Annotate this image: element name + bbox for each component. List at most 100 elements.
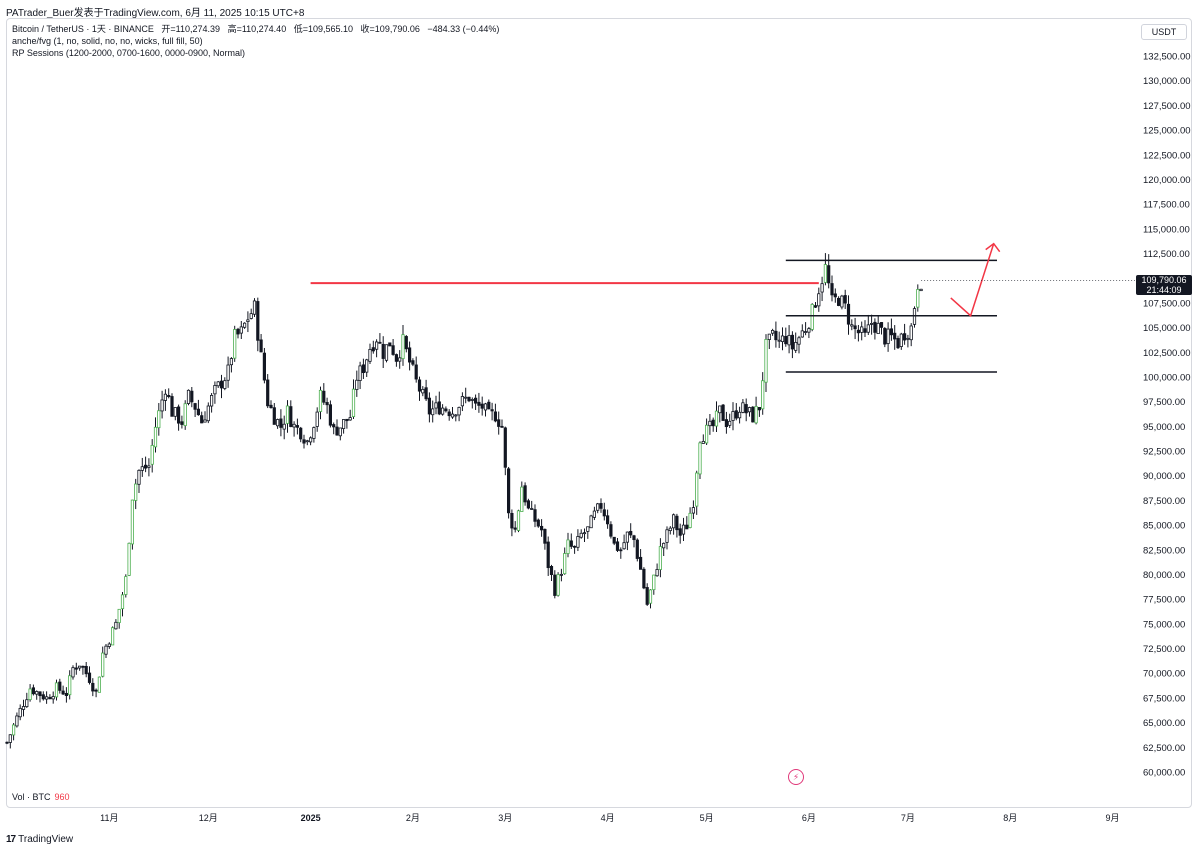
candle-body [516, 510, 521, 531]
candle-body [41, 694, 45, 700]
candle-body [906, 337, 910, 340]
x-tick-label: 2月 [406, 813, 420, 823]
candle-body [348, 417, 352, 421]
drawings-layer [310, 242, 1135, 373]
candle-body [866, 324, 870, 333]
candle-body [609, 524, 613, 537]
currency-button[interactable]: USDT [1141, 24, 1187, 40]
candle-body [266, 379, 270, 407]
candle-body [668, 527, 672, 532]
x-tick-label: 7月 [901, 813, 915, 823]
candle-body [163, 393, 167, 401]
candle-body [28, 688, 32, 701]
candle-body [549, 566, 554, 576]
candle-body [645, 587, 649, 605]
lightning-icon[interactable]: ⚡ [788, 769, 804, 785]
candle-body [903, 333, 907, 341]
indicator-rp-sessions[interactable]: RP Sessions (1200-2000, 0700-1600, 0000-… [12, 48, 245, 58]
candle-body [381, 343, 385, 359]
candle-body [437, 401, 441, 415]
candle-body [440, 407, 445, 415]
candle-body [734, 410, 738, 419]
candle-body [236, 328, 240, 335]
candle-body [787, 334, 791, 346]
candle-body [879, 322, 884, 328]
candle-body [78, 665, 82, 669]
candle-body [447, 411, 451, 417]
candle-body [351, 388, 356, 417]
indicator-fvg[interactable]: anche/fvg (1, no, solid, no, no, wicks, … [12, 36, 203, 46]
volume-legend[interactable]: Vol · BTC 960 [12, 792, 70, 802]
candle-body [216, 381, 220, 387]
candle-body [500, 425, 504, 428]
candle-body [249, 313, 253, 319]
candle-body [523, 485, 527, 503]
candle-body [153, 426, 158, 448]
candle-body [134, 483, 138, 501]
candle-body [292, 423, 296, 428]
candle-body [104, 645, 108, 655]
candle-body [206, 405, 210, 422]
candle-body [497, 419, 501, 427]
candle-body [559, 573, 564, 576]
candle-body [18, 707, 22, 718]
candle-body [38, 691, 42, 697]
candle-body [97, 676, 101, 693]
candle-body [503, 427, 507, 468]
candle-body [81, 665, 85, 668]
candle-body [31, 687, 36, 695]
candle-body [701, 440, 705, 444]
candle-body [556, 574, 560, 596]
candle-body [599, 503, 603, 509]
candle-body [302, 439, 306, 444]
candle-body [186, 389, 191, 404]
candle-body [124, 576, 128, 595]
candle-body [899, 333, 903, 347]
symbol-name[interactable]: Bitcoin / TetherUS · 1天 · BINANCE [12, 24, 154, 34]
candle-body [431, 408, 435, 416]
x-tick-label: 12月 [199, 813, 218, 823]
candle-body [8, 734, 12, 743]
candle-body [11, 724, 16, 736]
tradingview-logo[interactable]: 17 TradingView [6, 834, 73, 845]
candle-body [209, 395, 214, 407]
candle-body [490, 409, 494, 412]
candle-body [622, 542, 626, 550]
candle-body [371, 347, 375, 352]
tradingview-logo-icon: 17 [6, 834, 16, 845]
candle-body [51, 696, 55, 700]
last-price: 109,790.06 [1141, 275, 1187, 285]
candle-body [672, 514, 676, 529]
candle-body [493, 411, 498, 422]
candle-body [262, 352, 267, 381]
candle-body [295, 425, 300, 428]
y-tick-label: 117,500.00 [1143, 200, 1190, 211]
y-tick-label: 62,500.00 [1143, 743, 1185, 754]
candle-body [662, 542, 666, 549]
y-tick-label: 120,000.00 [1143, 175, 1191, 186]
candle-body [685, 524, 689, 530]
candle-body [761, 380, 765, 410]
candle-body [183, 403, 187, 426]
candle-body [71, 667, 75, 678]
high-value: 高=110,274.40 [227, 24, 287, 34]
candle-body [648, 589, 653, 604]
y-tick-label: 80,000.00 [1143, 570, 1185, 581]
y-tick-label: 122,500.00 [1143, 150, 1191, 161]
candle-body [520, 486, 524, 512]
y-tick-label: 87,500.00 [1143, 496, 1185, 507]
x-tick-label: 5月 [700, 813, 714, 823]
candle-body [358, 365, 362, 381]
projection-arrow[interactable] [950, 243, 995, 318]
candle-body [576, 536, 580, 548]
candle-body [553, 574, 557, 596]
candle-body [84, 665, 88, 675]
candle-body [338, 427, 342, 437]
candle-body [117, 608, 121, 623]
y-tick-label: 92,500.00 [1143, 447, 1185, 458]
candle-body [35, 691, 39, 695]
candle-body [242, 322, 247, 328]
candle-body [233, 329, 237, 359]
candle-body [355, 379, 359, 390]
